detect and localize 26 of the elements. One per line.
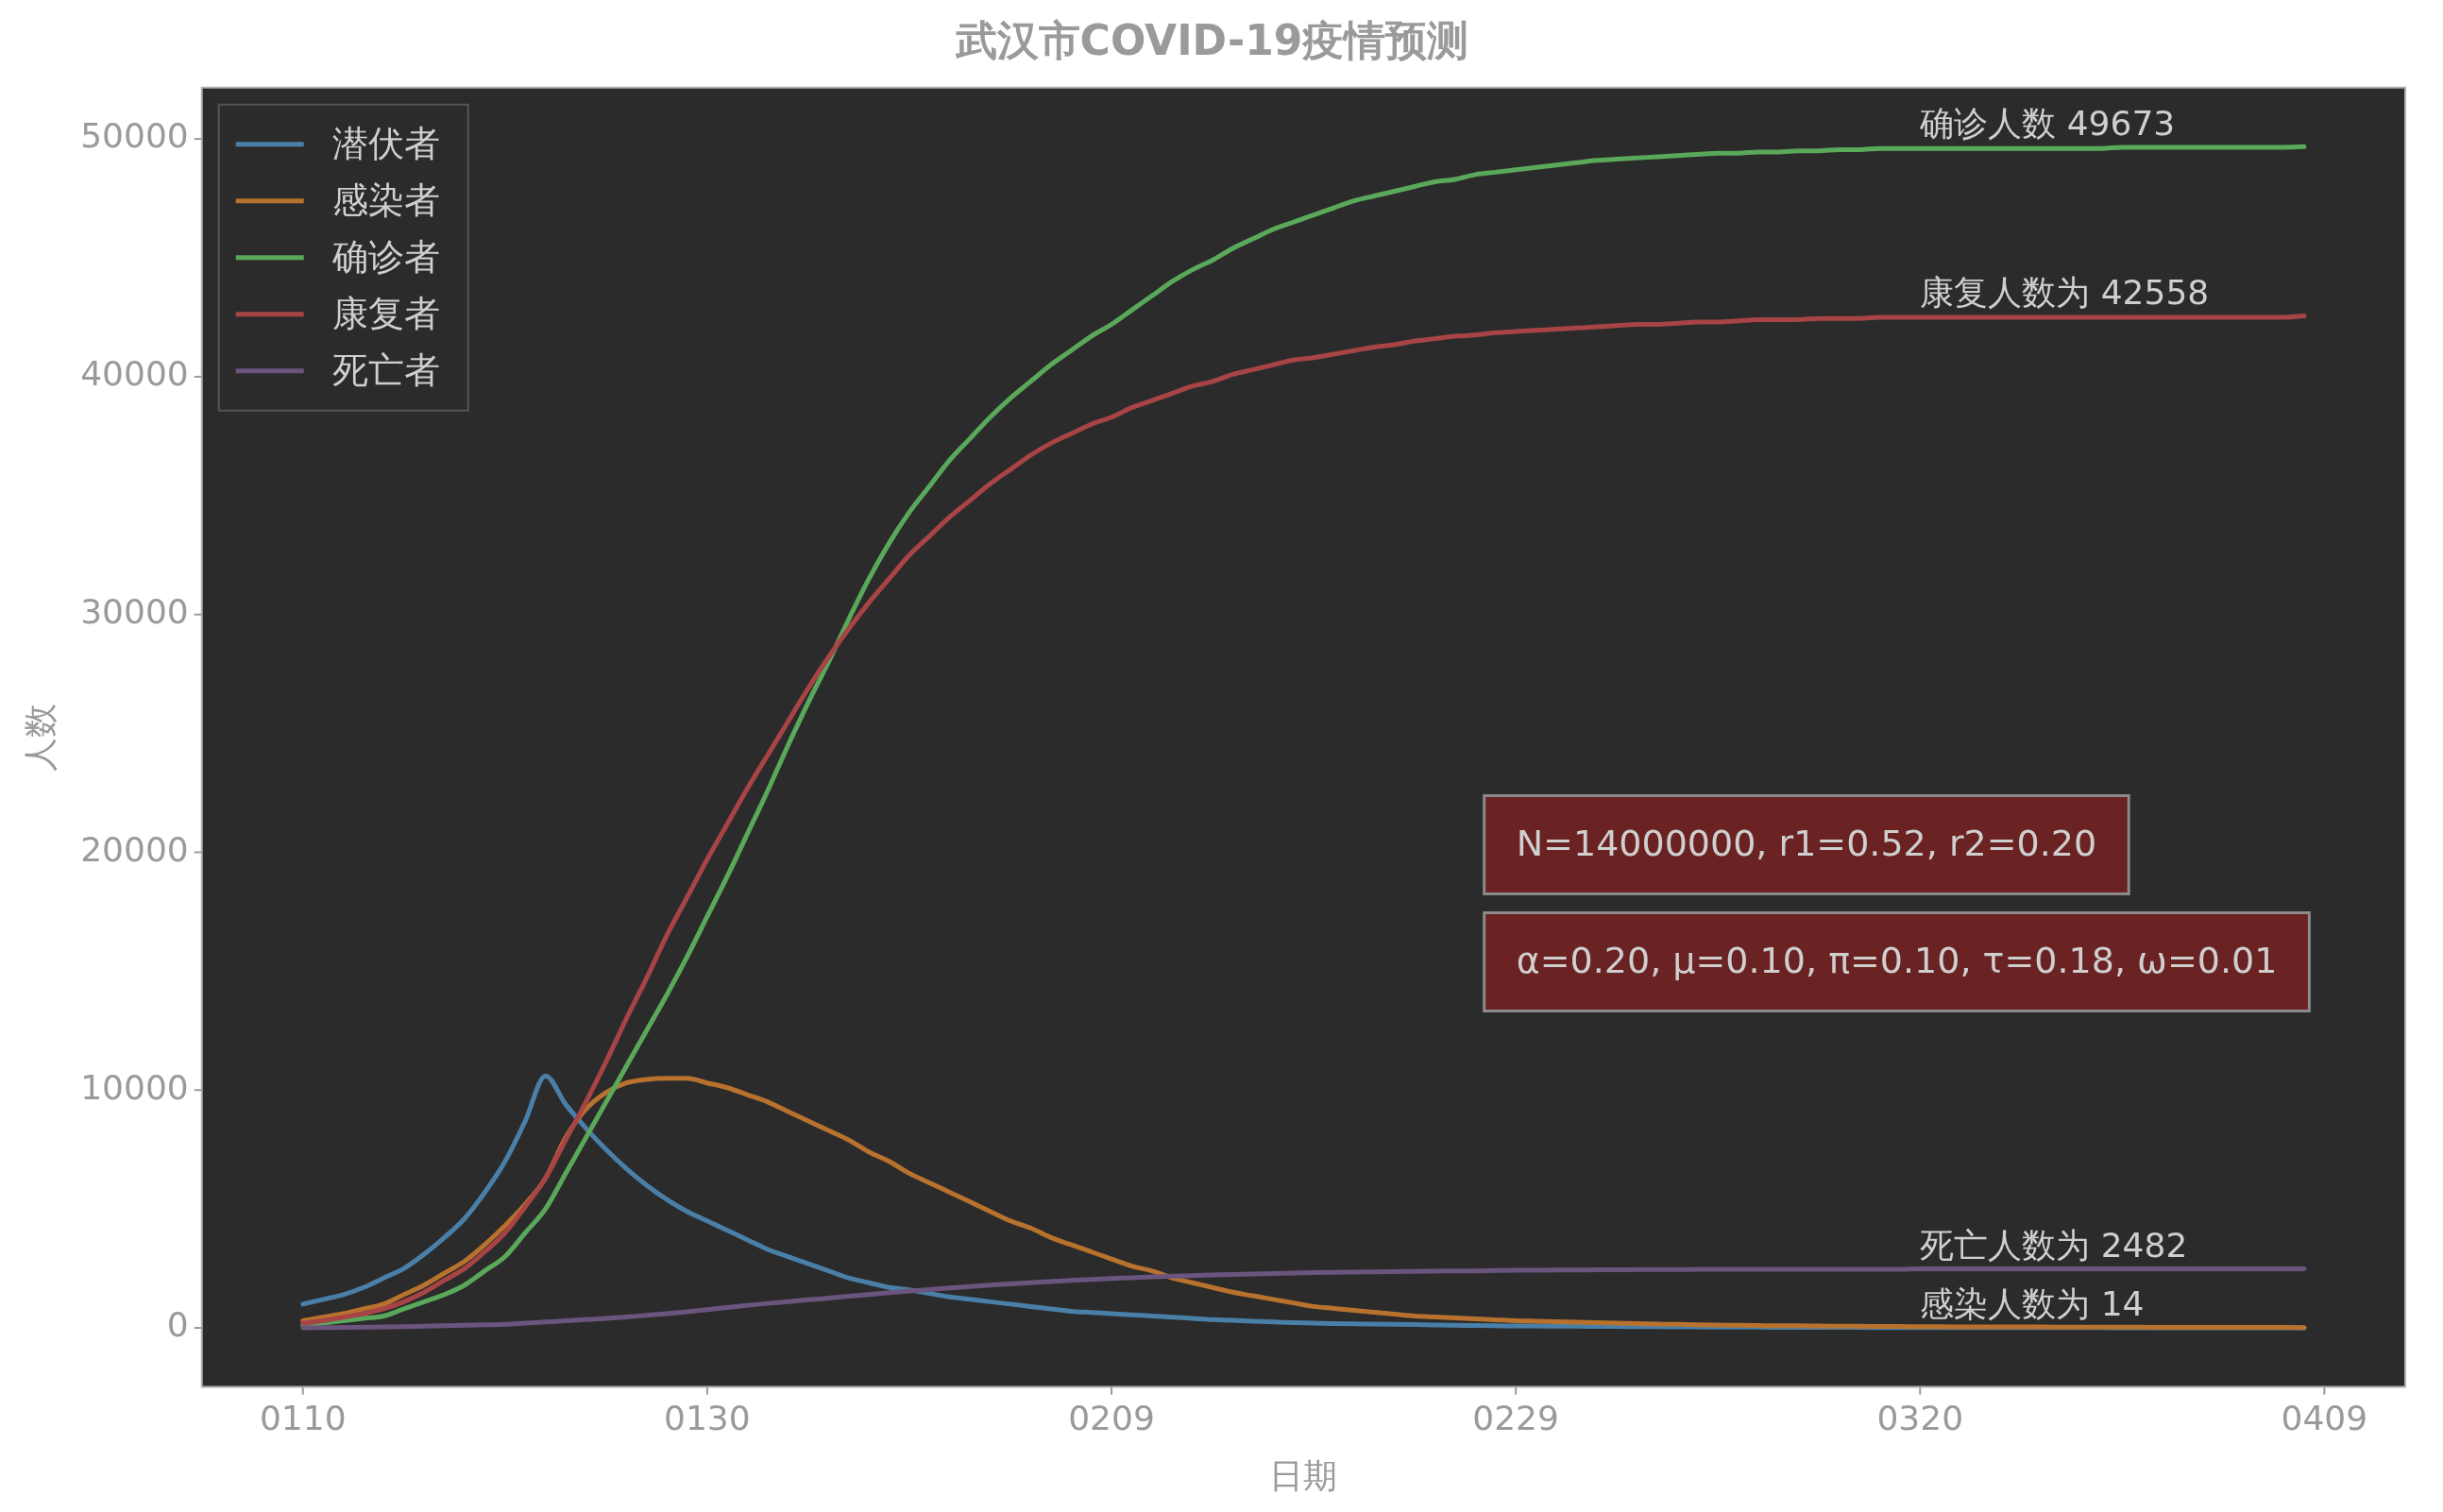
x-tick-label: 0229: [1472, 1398, 1559, 1437]
legend-label: 确诊者: [331, 235, 440, 278]
y-tick-label: 30000: [80, 592, 189, 632]
annotation: 确诊人数 49673: [1919, 103, 2176, 143]
y-tick-label: 10000: [80, 1067, 189, 1107]
annotation: 康复人数为 42558: [1920, 272, 2210, 312]
x-tick-label: 0320: [1876, 1398, 1964, 1437]
annotation: 感染人数为 14: [1920, 1284, 2145, 1324]
y-tick-label: 20000: [80, 829, 189, 869]
x-tick-label: 0130: [664, 1398, 751, 1437]
annotation: α=0.20, μ=0.10, π=0.10, τ=0.18, ω=0.01: [1516, 940, 2278, 982]
chart-title: 武汉市COVID-19疫情预测: [954, 15, 1469, 64]
x-tick-label: 0409: [2281, 1398, 2368, 1437]
x-tick-label: 0209: [1068, 1398, 1155, 1437]
annotation: N=14000000, r1=0.52, r2=0.20: [1516, 823, 2097, 865]
y-axis-title: 人数: [20, 703, 59, 772]
annotation: 死亡人数为 2482: [1920, 1225, 2188, 1265]
x-tick-label: 0110: [259, 1398, 347, 1437]
legend-label: 康复者: [331, 292, 440, 334]
y-tick-label: 40000: [80, 354, 189, 394]
y-tick-label: 50000: [80, 116, 189, 156]
legend-label: 死亡者: [331, 348, 440, 391]
legend-label: 感染者: [331, 178, 440, 221]
y-tick-label: 0: [166, 1305, 189, 1345]
x-axis-title: 日期: [1269, 1455, 1338, 1495]
legend-label: 潜伏者: [331, 122, 440, 164]
